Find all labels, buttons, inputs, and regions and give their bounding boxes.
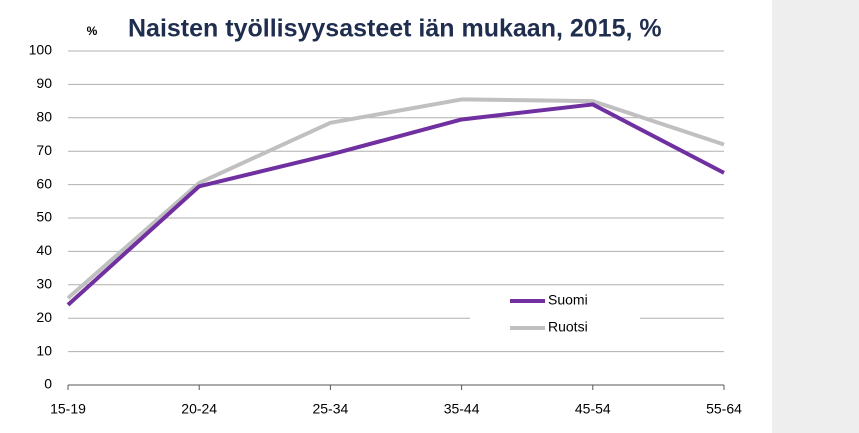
y-tick-label: 80 (36, 109, 52, 125)
legend-box (470, 288, 640, 340)
y-tick-label: 100 (29, 42, 53, 58)
side-panel (772, 0, 859, 433)
x-tick-label: 45-54 (575, 401, 611, 417)
y-tick-label: 10 (36, 342, 52, 358)
legend: Suomi Ruotsi (470, 288, 640, 340)
legend-label: Suomi (548, 292, 588, 308)
chart-title: Naisten työllisyysasteet iän mukaan, 201… (128, 15, 662, 43)
x-tick-label: 35-44 (444, 401, 480, 417)
x-tick-label: 25-34 (312, 401, 348, 417)
x-tick-label: 15-19 (50, 401, 86, 417)
y-tick-label: 0 (44, 376, 52, 392)
y-axis-label: % (87, 24, 98, 38)
lines (66, 97, 725, 307)
x-tick-label: 55-64 (706, 401, 742, 417)
legend-label: Ruotsi (548, 319, 588, 335)
x-tick-label: 20-24 (181, 401, 217, 417)
y-tick-label: 90 (36, 75, 52, 91)
y-tick-label: 30 (36, 276, 52, 292)
y-tick-label: 20 (36, 309, 52, 325)
y-tick-label: 40 (36, 242, 52, 258)
y-tick-label: 60 (36, 175, 52, 191)
series-line (66, 97, 725, 300)
y-tick-label: 50 (36, 209, 52, 225)
y-tick-label: 70 (36, 142, 52, 158)
series-line (66, 102, 725, 307)
grid: 0 10 20 30 40 50 60 70 80 90 100 15-19 20-24 25-34 35-… (29, 42, 742, 417)
